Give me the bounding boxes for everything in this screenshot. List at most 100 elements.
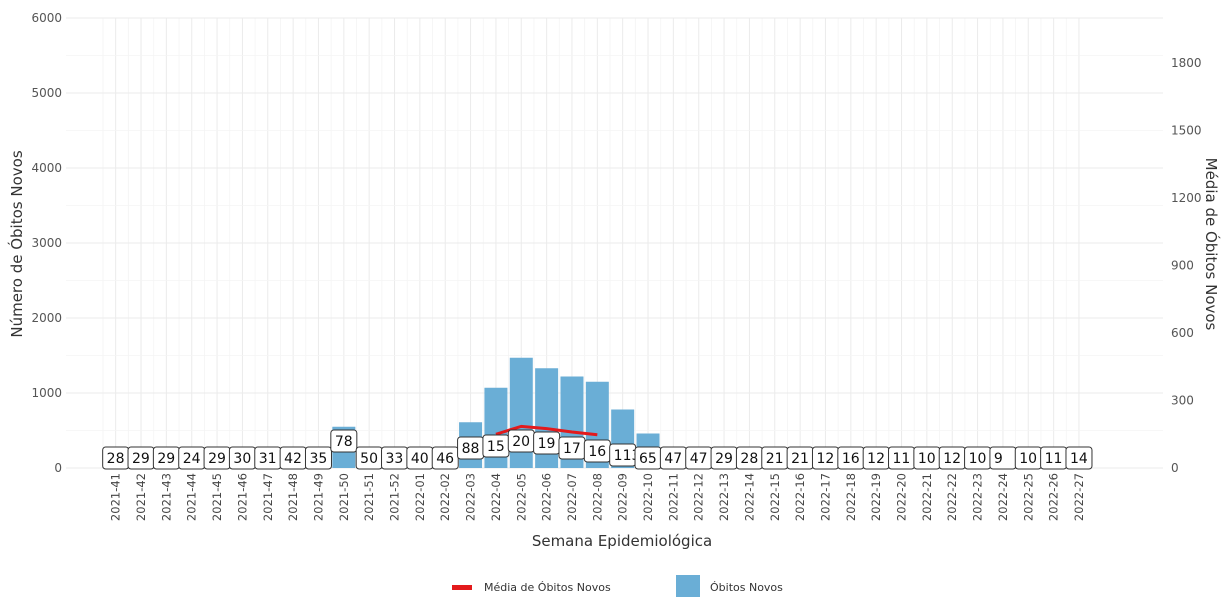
average-line: [495, 424, 598, 437]
data-label-text: 12: [867, 451, 885, 467]
gridlines: [66, 17, 1163, 469]
x-tick-label: 2022-18: [844, 473, 858, 521]
x-tick-label: 2021-42: [134, 473, 148, 521]
y2-tick-label: 1800: [1171, 56, 1202, 70]
data-label: 12: [862, 446, 890, 470]
x-tick-label: 2021-50: [337, 473, 351, 521]
x-tick-label: 2022-22: [945, 473, 959, 521]
data-label-text: 29: [715, 451, 733, 467]
data-label-text: 10: [918, 451, 936, 467]
legend-swatch-bar: [676, 575, 700, 597]
data-label-text: 15: [487, 439, 505, 455]
data-label: 10: [964, 446, 992, 470]
data-label: 47: [659, 446, 687, 470]
data-label-text: 16: [842, 451, 860, 467]
data-label-text: 28: [107, 451, 125, 467]
data-label: 88: [457, 436, 485, 460]
legend-swatch-line: [452, 585, 472, 590]
y-axis-title: Número de Óbitos Novos: [7, 150, 26, 337]
legend-label-deaths: Óbitos Novos: [710, 581, 783, 594]
y-tick-label: 3000: [31, 236, 62, 250]
x-tick-label: 2022-25: [1021, 473, 1035, 521]
data-label-text: 28: [740, 451, 758, 467]
data-label-box: [330, 429, 358, 453]
data-label: 65: [634, 446, 662, 470]
data-label: 29: [127, 446, 155, 470]
data-label-text: 46: [436, 451, 454, 467]
data-label: 46: [431, 446, 459, 470]
x-tick-label: 2021-51: [362, 473, 376, 521]
data-label-text: 50: [360, 451, 378, 467]
data-label: 11: [1040, 446, 1068, 470]
data-label-text: 10: [969, 451, 987, 467]
data-label-text: 19: [538, 436, 556, 452]
data-label: 28: [102, 446, 130, 470]
x-axis-ticks: 2021-41 2021-42 2021-43 2021-44 2021-45 2021-…: [109, 473, 1086, 521]
data-label: 29: [203, 446, 231, 470]
data-label-text: 88: [462, 441, 480, 457]
average-line-series: [495, 424, 598, 437]
x-tick-label: 2022-07: [565, 473, 579, 521]
x-axis-title: Semana Epidemiológica: [532, 532, 712, 550]
x-tick-label: 2022-23: [971, 473, 985, 521]
x-tick-label: 2022-13: [717, 473, 731, 521]
data-label: 24: [178, 446, 206, 470]
data-label: 33: [381, 446, 409, 470]
x-tick-label: 2021-45: [210, 473, 224, 521]
x-tick-label: 2021-49: [311, 473, 325, 521]
x-tick-label: 2022-02: [438, 473, 452, 521]
x-tick-label: 2022-19: [869, 473, 883, 521]
data-label: 47: [685, 446, 713, 470]
data-label-text: 16: [588, 444, 606, 460]
x-tick-label: 2022-11: [666, 473, 680, 521]
data-label: 10: [913, 446, 941, 470]
data-label: 42: [279, 446, 307, 470]
data-label-text: 47: [690, 451, 708, 467]
x-tick-label: 2021-43: [159, 473, 173, 521]
x-tick-label: 2022-16: [793, 473, 807, 521]
data-label: 12: [811, 446, 839, 470]
data-label: 19: [533, 431, 561, 455]
data-label-text: 29: [157, 451, 175, 467]
data-label: 15: [482, 434, 510, 458]
data-label: 11: [888, 446, 916, 470]
data-label: 31: [254, 446, 282, 470]
data-label-text: 42: [284, 451, 302, 467]
y2-tick-label: 0: [1171, 461, 1179, 475]
x-tick-label: 2022-24: [996, 473, 1010, 521]
y-tick-label: 6000: [31, 11, 62, 25]
legend-label-average: Média de Óbitos Novos: [484, 581, 611, 594]
data-label: 40: [406, 446, 434, 470]
data-label-text: 14: [1070, 451, 1088, 467]
y-tick-label: 2000: [31, 311, 62, 325]
data-label-text: 17: [563, 441, 581, 457]
data-label-text: 10: [1019, 451, 1037, 467]
x-tick-label: 2022-09: [616, 473, 630, 521]
data-label-text: 11: [1045, 451, 1063, 467]
y2-tick-label: 300: [1171, 394, 1194, 408]
data-label: 50: [355, 446, 383, 470]
x-tick-label: 2022-10: [641, 473, 655, 521]
data-label: 35: [304, 446, 332, 470]
y-tick-label: 4000: [31, 161, 62, 175]
data-label-text: 9: [994, 451, 1003, 467]
x-tick-label: 2022-06: [540, 473, 554, 521]
x-tick-label: 2022-03: [464, 473, 478, 521]
legend: Média de Óbitos Novos Óbitos Novos: [452, 575, 783, 597]
y-tick-label: 1000: [31, 386, 62, 400]
data-label-text: 11: [893, 451, 911, 467]
data-label: 21: [761, 446, 789, 470]
data-label: 17: [558, 436, 586, 460]
y-tick-label: 0: [54, 461, 62, 475]
data-label: 12: [938, 446, 966, 470]
data-label-text: 40: [411, 451, 429, 467]
data-label-text: 20: [512, 434, 530, 450]
data-label: 16: [837, 446, 865, 470]
x-tick-label: 2022-14: [742, 473, 756, 521]
data-label-text: 21: [766, 451, 784, 467]
data-label: 29: [710, 446, 738, 470]
y2-tick-label: 900: [1171, 259, 1194, 273]
data-label-text: 12: [816, 451, 834, 467]
data-label-text: 33: [386, 451, 404, 467]
